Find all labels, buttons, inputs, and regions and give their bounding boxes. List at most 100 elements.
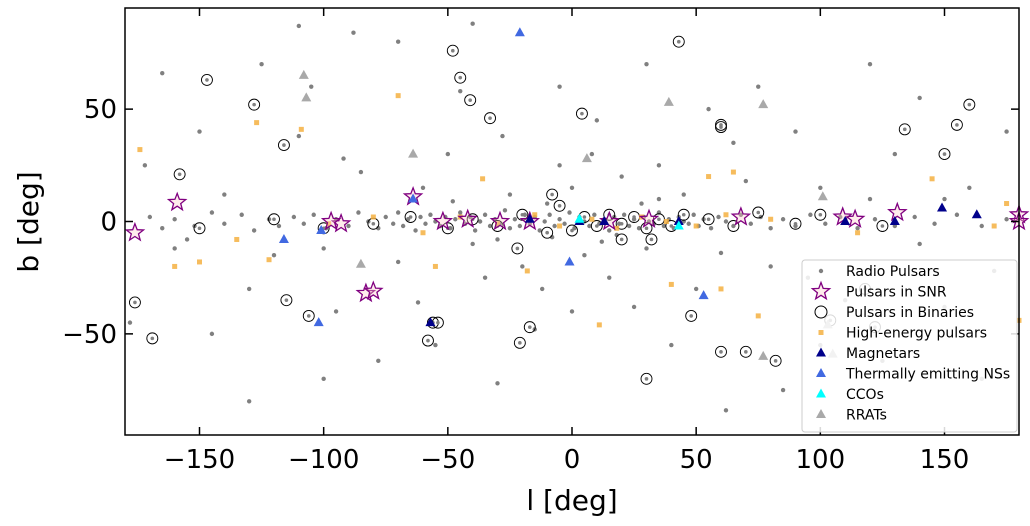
point-pulsars-in-binaries (248, 98, 261, 111)
point-radio-pulsars (160, 70, 165, 76)
point-radio-pulsars (743, 178, 749, 184)
point-radio-pulsars (701, 217, 706, 222)
point-high-energy-pulsars (855, 230, 861, 236)
point-radio-pulsars (626, 223, 632, 229)
point-radio-pulsars (246, 399, 252, 404)
point-radio-pulsars (321, 376, 326, 382)
legend-box (801, 259, 1018, 433)
point-magnetars (425, 317, 436, 327)
point-radio-pulsars (458, 210, 463, 215)
point-pulsars-in-binaries (302, 309, 315, 322)
point-magnetars (524, 213, 535, 223)
point-radio-pulsars (932, 221, 937, 226)
point-radio-pulsars (669, 342, 674, 348)
point-radio-pulsars (351, 30, 356, 35)
point-pulsars-in-binaries (422, 334, 434, 347)
point-high-energy-pulsars (254, 120, 260, 126)
point-high-energy-pulsars (730, 169, 736, 175)
point-pulsars-in-snr (598, 210, 620, 231)
point-radio-pulsars (239, 212, 244, 217)
point-pulsars-in-binaries (446, 44, 459, 57)
axis-ticks: −150 −100 −50 0 50 100 150 −50 0 50 (62, 8, 1019, 475)
point-radio-pulsars (619, 174, 624, 179)
point-radio-pulsars (780, 217, 786, 222)
y-tick-label: 0 (100, 208, 117, 238)
point-radio-pulsars (855, 226, 860, 231)
point-radio-pulsars (477, 219, 483, 224)
point-radio-pulsars (557, 217, 562, 222)
legend-entry-rrats: RRATs (816, 408, 887, 424)
point-radio-pulsars (768, 264, 773, 269)
point-high-energy-pulsars (589, 216, 595, 222)
point-high-energy-pulsars (234, 236, 240, 242)
point-radio-pulsars (808, 212, 813, 217)
point-radio-pulsars (507, 226, 513, 231)
point-radio-pulsars (472, 228, 478, 233)
point-radio-pulsars (346, 223, 351, 229)
point-high-energy-pulsars (495, 221, 500, 227)
point-pulsars-in-snr (166, 191, 188, 212)
y-tick-label: −50 (62, 320, 117, 350)
point-radio-pulsars (569, 309, 575, 314)
point-pulsars-in-binaries (615, 233, 628, 246)
point-radio-pulsars (142, 163, 148, 168)
point-radio-pulsars (644, 246, 649, 251)
point-radio-pulsars (656, 163, 662, 168)
legend-label: Magnetars (846, 346, 920, 362)
point-radio-pulsars (589, 151, 595, 157)
point-high-energy-pulsars (693, 223, 699, 229)
point-radio-pulsars (495, 237, 500, 242)
point-pulsars-in-binaries (640, 222, 653, 235)
legend-label: RRATs (846, 408, 887, 424)
point-magnetars (889, 216, 900, 225)
point-radio-pulsars (756, 84, 761, 89)
point-radio-pulsars (423, 221, 428, 226)
point-pulsars-in-binaries (464, 94, 477, 107)
point-rrats (581, 153, 592, 163)
point-high-energy-pulsars (420, 230, 426, 236)
legend-entry-ccos: CCOs (816, 387, 884, 403)
point-radio-pulsars (780, 387, 786, 393)
point-radio-pulsars (276, 223, 282, 229)
point-high-energy-pulsars (137, 147, 143, 153)
point-pulsars-in-snr (457, 208, 479, 229)
point-pulsars-in-binaries (938, 148, 951, 161)
point-thermally-emitting-nss (316, 224, 327, 234)
point-radio-pulsars (540, 286, 545, 292)
point-high-energy-pulsars (298, 126, 304, 132)
point-pulsars-in-snr (432, 210, 454, 231)
point-high-energy-pulsars (480, 176, 486, 182)
point-radio-pulsars (296, 23, 302, 29)
point-radio-pulsars (544, 201, 550, 206)
legend-marker (814, 305, 828, 319)
point-radio-pulsars (723, 219, 729, 224)
point-radio-pulsars (420, 185, 426, 190)
point-radio-pulsars (160, 226, 165, 231)
point-radio-pulsars (607, 228, 612, 233)
point-high-energy-pulsars (532, 212, 538, 218)
point-pulsars-in-binaries (590, 220, 603, 232)
point-pulsars-in-binaries (898, 123, 911, 136)
point-radio-pulsars (557, 163, 562, 168)
point-pulsars-in-binaries (546, 188, 559, 201)
x-tick-label: −100 (288, 445, 359, 475)
point-high-energy-pulsars (557, 223, 563, 229)
point-radio-pulsars (892, 151, 898, 157)
point-pulsars-in-binaries (513, 336, 526, 349)
point-radio-pulsars (661, 223, 667, 229)
point-pulsars-in-binaries (752, 206, 765, 219)
point-radio-pulsars (470, 241, 475, 247)
point-radio-pulsars (716, 214, 721, 220)
point-radio-pulsars (718, 250, 724, 256)
point-radio-pulsars (395, 259, 401, 265)
point-radio-pulsars (912, 214, 917, 220)
point-high-energy-pulsars (755, 313, 761, 319)
point-high-energy-pulsars (395, 93, 401, 99)
point-radio-pulsars (383, 214, 388, 220)
point-radio-pulsars (209, 210, 215, 215)
point-high-energy-pulsars (718, 286, 724, 292)
point-pulsars-in-snr (638, 208, 660, 229)
point-magnetars (840, 216, 851, 225)
point-rrats (758, 99, 769, 109)
